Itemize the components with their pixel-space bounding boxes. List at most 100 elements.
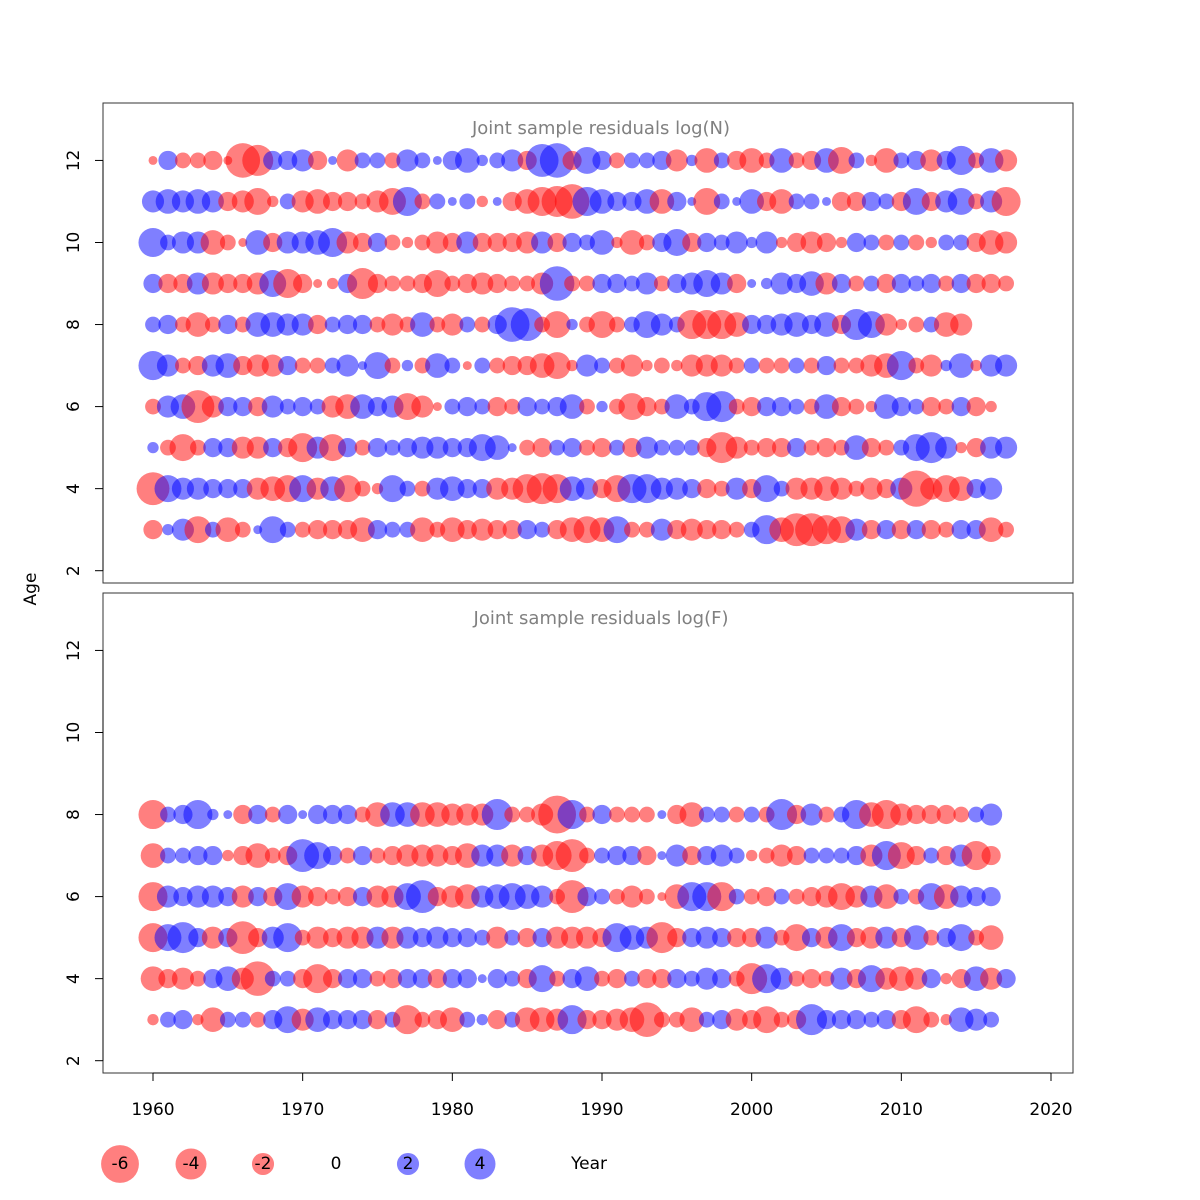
residual-bubble	[204, 316, 221, 333]
residual-bubble	[624, 275, 640, 292]
residual-bubble	[215, 353, 241, 378]
residual-bubble	[940, 1013, 952, 1026]
residual-bubble	[938, 521, 955, 538]
residual-bubble	[245, 230, 271, 255]
residual-bubble	[352, 232, 373, 253]
residual-bubble	[743, 357, 760, 374]
residual-bubble	[874, 148, 899, 173]
residual-bubble	[339, 847, 356, 864]
x-axis-label: Year	[570, 1154, 607, 1174]
residual-bubble	[895, 318, 908, 331]
residual-bubble	[399, 275, 416, 292]
y-tick-label: 4	[64, 483, 84, 494]
residual-bubble	[757, 314, 777, 335]
residual-bubble	[861, 438, 882, 458]
residual-bubble	[998, 275, 1014, 292]
residual-bubble	[665, 477, 688, 500]
residual-bubble	[816, 232, 837, 253]
residual-bubble	[875, 313, 898, 336]
residual-bubble	[725, 1008, 748, 1031]
residual-bubble	[426, 926, 449, 949]
residual-bubble	[354, 152, 371, 169]
residual-bubble	[893, 888, 910, 905]
residual-bubble	[878, 439, 895, 456]
residual-bubble	[995, 231, 1018, 254]
residual-bubble	[683, 439, 700, 456]
residual-bubble	[539, 143, 575, 178]
residual-bubble	[308, 886, 328, 907]
residual-bubble	[906, 804, 926, 825]
residual-bubble	[938, 275, 955, 292]
residual-bubble	[828, 146, 855, 174]
residual-bubble	[653, 357, 670, 374]
residual-bubble	[607, 191, 627, 212]
residual-bubble	[352, 969, 373, 989]
residual-bubble	[618, 393, 646, 421]
residual-bubble	[294, 929, 311, 946]
residual-bubble	[218, 886, 238, 907]
residual-bubble	[938, 234, 955, 251]
residual-bubble	[663, 229, 691, 256]
residual-bubble	[160, 806, 176, 823]
residual-bubble	[695, 926, 718, 949]
residual-bubble	[728, 847, 745, 864]
residual-bubble	[596, 400, 608, 413]
residual-bubble	[534, 521, 551, 538]
residual-bubble	[489, 357, 506, 374]
residual-bubble	[822, 196, 831, 206]
residual-bubble	[472, 479, 492, 499]
residual-bubble	[788, 193, 805, 210]
residual-bubble	[218, 273, 238, 294]
residual-bubble	[425, 353, 450, 378]
residual-bubble	[308, 804, 328, 825]
residual-bubble	[966, 438, 986, 458]
residual-bubble	[233, 396, 253, 417]
residual-bubble	[476, 1013, 488, 1026]
residual-bubble	[815, 272, 838, 295]
residual-bubble	[410, 517, 435, 542]
residual-bubble	[639, 521, 655, 538]
residual-bubble	[143, 273, 163, 294]
residual-bubble	[532, 928, 552, 948]
residual-bubble	[908, 316, 925, 333]
residual-bubble	[379, 475, 406, 503]
residual-bubble	[201, 885, 224, 908]
residual-bubble	[579, 275, 595, 292]
x-tick-label: 1970	[281, 1100, 324, 1120]
residual-bubble	[440, 476, 465, 501]
residual-bubble	[657, 892, 667, 902]
residual-bubble	[444, 357, 461, 374]
residual-bubble	[747, 279, 757, 288]
residual-bubble	[215, 517, 241, 542]
residual-bubble	[743, 888, 760, 905]
residual-bubble	[156, 885, 180, 908]
residual-bubble	[796, 1004, 828, 1036]
residual-bubble	[863, 1011, 880, 1028]
residual-bubble	[921, 969, 941, 989]
residual-bubble	[770, 967, 793, 990]
residual-bubble	[906, 150, 926, 171]
residual-bubble	[322, 969, 343, 989]
residual-bubble	[923, 929, 940, 946]
residual-bubble	[863, 275, 880, 292]
residual-bubble	[846, 191, 867, 212]
residual-bubble	[637, 396, 657, 417]
residual-bubble	[727, 273, 747, 294]
residual-bubble	[980, 477, 1003, 500]
legend-bubble	[175, 1148, 207, 1180]
legend-bubble	[396, 1152, 420, 1176]
residual-bubble	[305, 1007, 330, 1032]
residual-bubble	[384, 275, 401, 292]
residual-bubble	[350, 517, 375, 542]
residual-bubble	[758, 357, 775, 374]
y-tick-label: 2	[64, 565, 84, 576]
residual-bubble	[328, 155, 338, 165]
residual-bubble	[923, 847, 940, 864]
residual-bubble	[947, 187, 975, 215]
residual-bubble	[773, 480, 790, 497]
residual-bubble	[457, 928, 477, 948]
residual-bubble	[861, 191, 882, 212]
residual-bubble	[528, 965, 556, 993]
residual-bubble	[878, 234, 895, 251]
residual-bubble	[682, 845, 702, 866]
